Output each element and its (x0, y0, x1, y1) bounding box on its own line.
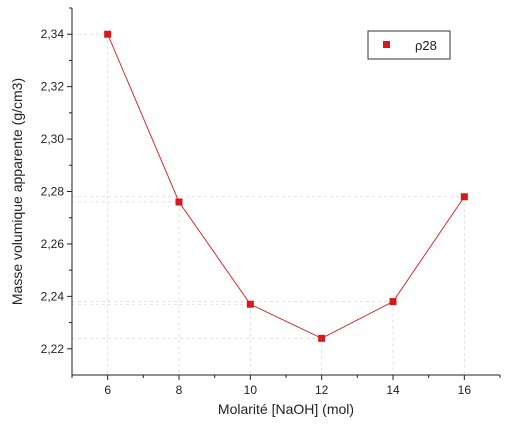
x-tick-label: 8 (176, 383, 183, 397)
x-tick-label: 16 (458, 383, 472, 397)
x-axis-title: Molarité [NaOH] (mol) (218, 401, 354, 417)
y-tick-label: 2,30 (41, 132, 65, 146)
y-tick-label: 2,26 (41, 237, 65, 251)
data-point (104, 30, 112, 38)
data-point (175, 198, 183, 206)
series-line (107, 34, 465, 339)
data-point (460, 193, 468, 201)
x-axis-ticks: 6 8 10 12 14 16 (71, 375, 501, 397)
legend-marker (383, 41, 390, 48)
x-tick-label: 14 (386, 383, 400, 397)
drop-lines (72, 33, 465, 375)
x-tick-label: 10 (244, 383, 258, 397)
x-tick-label: 6 (104, 383, 111, 397)
y-tick-label: 2,32 (41, 80, 65, 94)
y-tick-label: 2,28 (41, 185, 65, 199)
y-tick-label: 2,24 (41, 289, 65, 303)
legend-box (367, 30, 451, 60)
data-point (389, 298, 397, 306)
data-point (246, 300, 254, 308)
data-point (318, 334, 326, 342)
y-axis-ticks: 2,22 2,24 2,26 2,28 2,30 2,32 2,34 (41, 7, 72, 356)
legend-label: ρ28 (415, 38, 437, 53)
series-group (104, 30, 468, 342)
x-tick-label: 12 (315, 383, 329, 397)
y-axis-title: Masse volumique apparente (g/cm3) (9, 78, 25, 305)
y-tick-label: 2,22 (41, 342, 65, 356)
legend: ρ28 (367, 30, 451, 60)
axes (71, 8, 500, 376)
y-tick-label: 2,34 (41, 27, 65, 41)
